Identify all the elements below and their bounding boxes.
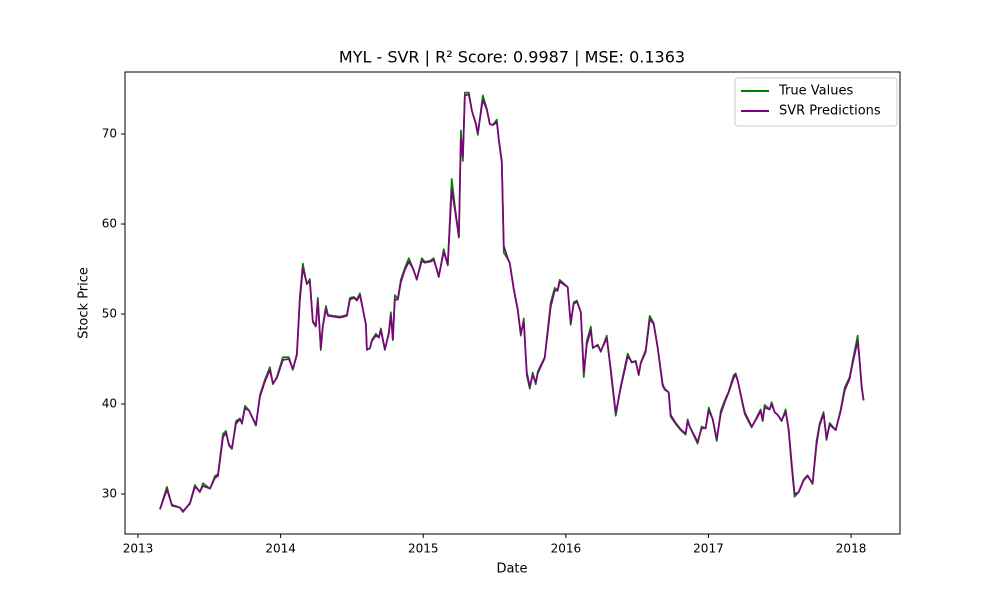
- y-axis-label: Stock Price: [77, 267, 92, 339]
- legend-label: SVR Predictions: [779, 104, 881, 119]
- series-line: [159, 93, 865, 512]
- y-tick-label: 40: [102, 397, 117, 411]
- x-tick-label: 2015: [408, 542, 439, 556]
- legend-box: [734, 77, 898, 127]
- y-tick-label: 30: [102, 487, 117, 501]
- chart-title: MYL - SVR | R² Score: 0.9987 | MSE: 0.13…: [339, 48, 685, 67]
- x-tick-label: 2017: [693, 542, 724, 556]
- legend-label: True Values: [778, 84, 853, 99]
- x-tick-label: 2014: [265, 542, 296, 556]
- x-tick-label: 2018: [836, 542, 867, 556]
- series-line: [159, 91, 865, 513]
- y-tick-label: 50: [102, 307, 117, 321]
- y-tick-label: 60: [102, 217, 117, 231]
- x-axis-label: Date: [496, 562, 527, 577]
- x-tick-label: 2013: [123, 542, 154, 556]
- plot-frame: [124, 71, 901, 535]
- x-tick-label: 2016: [551, 542, 582, 556]
- y-tick-label: 70: [102, 127, 117, 141]
- legend: True Values SVR Predictions: [734, 77, 898, 127]
